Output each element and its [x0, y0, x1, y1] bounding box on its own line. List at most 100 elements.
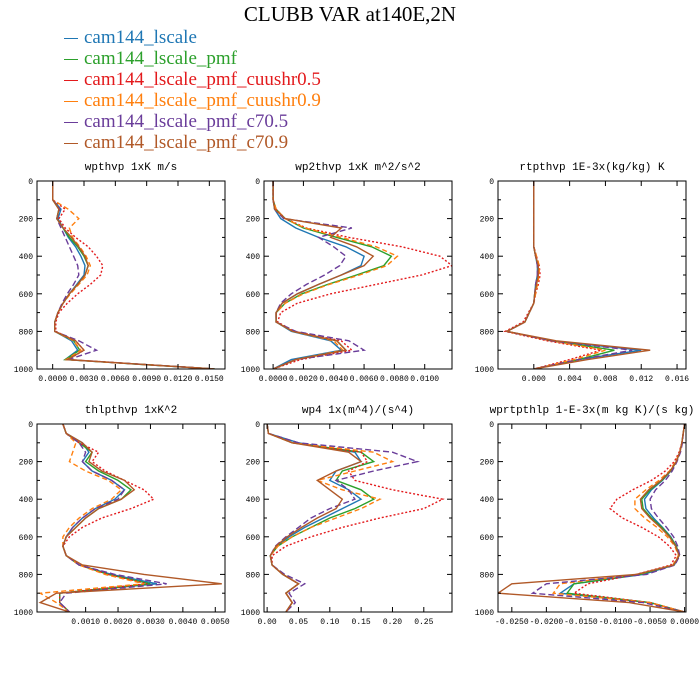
y-tick-label: 1000	[14, 609, 33, 618]
x-tick-label: 0.05	[289, 618, 308, 627]
x-tick-label: 0.0040	[319, 375, 348, 384]
x-tick-label: 0.0050	[201, 618, 230, 627]
x-tick-label: 0.016	[665, 375, 689, 384]
series-line	[572, 424, 686, 612]
y-tick-label: 400	[246, 496, 261, 505]
y-tick-label: 0	[489, 178, 494, 187]
x-tick-label: -0.0250	[495, 618, 529, 627]
x-tick-label: -0.0050	[633, 618, 667, 627]
chart-panel: thlpthvp 1xK^2 0 200 400 600 800 1000 0.0010 0.0…	[14, 405, 230, 627]
chart-panel: wprtpthlp 1-E-3x(m kg K)/(s kg) 0 200 400 60…	[475, 405, 699, 627]
x-tick-label: 0.0010	[71, 618, 100, 627]
y-tick-label: 600	[19, 534, 34, 543]
series-line	[504, 181, 633, 369]
y-tick-label: 400	[480, 496, 495, 505]
x-tick-label: 0.15	[352, 618, 371, 627]
y-tick-label: 600	[246, 534, 261, 543]
x-tick-label: 0.0100	[410, 375, 439, 384]
chart-title: wp2thvp 1xK m^2/s^2	[295, 162, 420, 174]
series-line	[272, 181, 393, 369]
series-line	[504, 181, 642, 369]
plot-frame	[497, 423, 687, 613]
series-line	[52, 181, 215, 369]
legend-label: cam144_lscale_pmf_c70.9	[84, 132, 289, 153]
series-group	[272, 181, 452, 369]
x-tick-label: 0.0040	[168, 618, 197, 627]
y-tick-label: 1000	[14, 366, 33, 375]
chart-title: wprtpthlp 1-E-3x(m kg K)/(s kg)	[490, 405, 695, 417]
series-line	[530, 424, 686, 612]
plot-frame	[36, 423, 226, 613]
x-tick-label: 0.10	[320, 618, 339, 627]
legend-label: cam144_lscale_pmf_c70.5	[84, 111, 289, 132]
x-tick-label: 0.25	[414, 618, 433, 627]
plot-frame	[497, 180, 687, 370]
y-tick-label: 600	[480, 291, 495, 300]
series-group	[266, 424, 445, 612]
x-tick-label: 0.0090	[132, 375, 161, 384]
x-tick-label: 0.012	[629, 375, 653, 384]
y-tick-label: 200	[19, 459, 34, 468]
x-tick-label: 0.0120	[164, 375, 193, 384]
y-tick-label: 800	[19, 328, 34, 337]
y-tick-label: 1000	[475, 609, 494, 618]
legend-label: cam144_lscale	[84, 27, 197, 48]
x-tick-label: 0.0020	[104, 618, 133, 627]
x-tick-label: 0.0030	[136, 618, 165, 627]
legend-label: cam144_lscale_pmf_cuushr0.9	[84, 90, 321, 111]
legend-item: cam144_lscale_pmf_cuushr0.9	[64, 90, 321, 111]
x-tick-label: 0.008	[593, 375, 617, 384]
series-line	[272, 181, 452, 369]
series-line	[504, 181, 651, 369]
x-tick-label: 0.20	[383, 618, 402, 627]
series-line	[272, 181, 367, 369]
x-tick-label: 0.0000	[38, 375, 67, 384]
y-tick-label: 1000	[241, 609, 260, 618]
legend-line-swatch	[64, 80, 78, 82]
y-tick-label: 600	[480, 534, 495, 543]
chart-title: thlpthvp 1xK^2	[85, 405, 177, 417]
legend-item: cam144_lscale	[64, 27, 321, 48]
chart-title: wpthvp 1xK m/s	[85, 162, 177, 174]
series-line	[37, 424, 145, 612]
y-tick-label: 0	[255, 421, 260, 430]
series-line	[266, 424, 420, 612]
y-tick-label: 200	[246, 459, 261, 468]
series-line	[272, 181, 375, 369]
legend-line-swatch	[64, 143, 78, 145]
series-line	[59, 424, 158, 612]
series-line	[52, 181, 215, 369]
y-tick-label: 0	[489, 421, 494, 430]
legend-line-swatch	[64, 101, 78, 103]
legend-item: cam144_lscale_pmf_cuushr0.5	[64, 69, 321, 90]
chart-panel: rtpthvp 1E-3x(kg/kg) K 0 200 400 600 800 1000 0…	[475, 162, 689, 384]
series-line	[266, 424, 363, 612]
x-tick-label: 0.0020	[289, 375, 318, 384]
legend-label: cam144_lscale_pmf_cuushr0.5	[84, 69, 321, 90]
series-line	[52, 181, 215, 369]
series-line	[266, 424, 445, 612]
y-tick-label: 400	[480, 253, 495, 262]
x-tick-label: 0.0080	[380, 375, 409, 384]
y-tick-label: 1000	[475, 366, 494, 375]
y-tick-label: 800	[246, 328, 261, 337]
x-tick-label: 0.0060	[350, 375, 379, 384]
x-tick-label: -0.0100	[599, 618, 633, 627]
legend-label: cam144_lscale_pmf	[84, 48, 238, 69]
series-line	[498, 424, 686, 612]
y-tick-label: 200	[246, 216, 261, 225]
x-tick-label: 0.004	[558, 375, 582, 384]
series-group	[498, 424, 686, 612]
series-group	[52, 181, 215, 369]
chart-title: wp4 1x(m^4)/(s^4)	[302, 405, 414, 417]
plot-frame	[36, 180, 226, 370]
x-tick-label: -0.0200	[530, 618, 564, 627]
series-line	[565, 424, 686, 612]
y-tick-label: 200	[19, 216, 34, 225]
series-line	[52, 181, 215, 369]
legend-line-swatch	[64, 38, 78, 40]
series-group	[37, 424, 222, 612]
x-tick-label: 0.0000	[670, 618, 699, 627]
